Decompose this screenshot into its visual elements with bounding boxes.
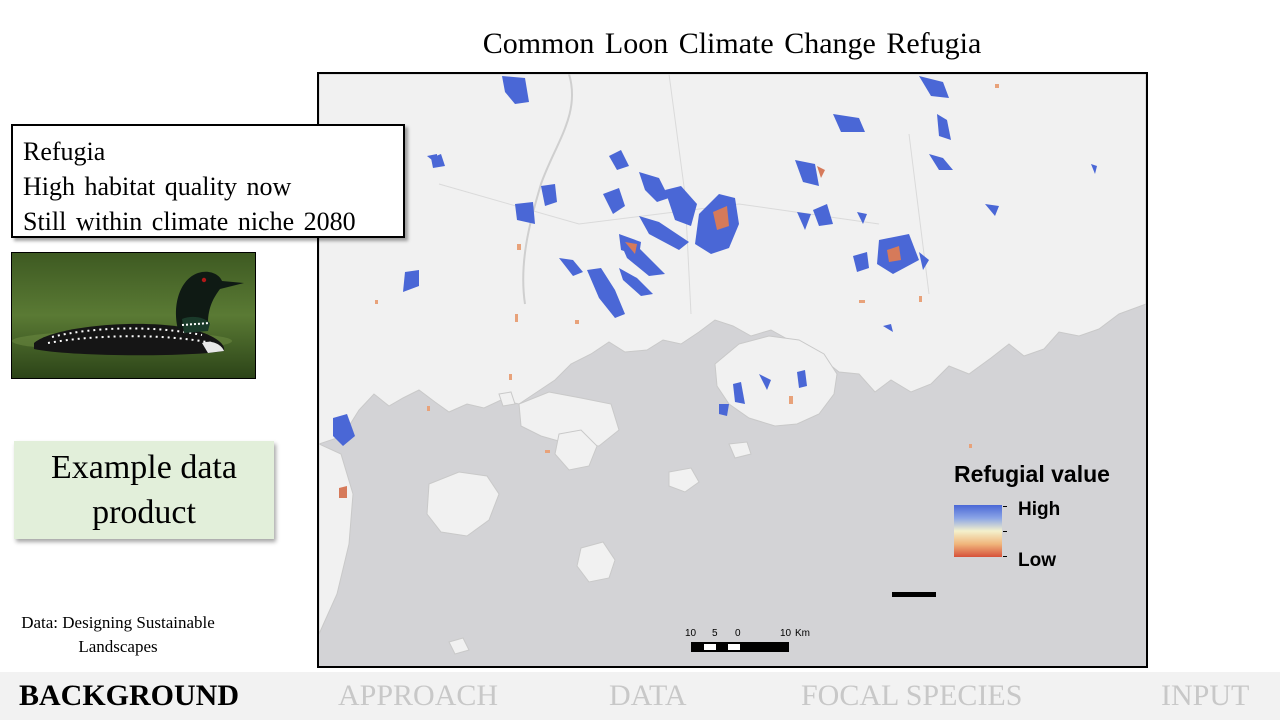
island-west [518,391,620,447]
legend-title: Refugial value [954,461,1110,487]
refugia-definition-box: Refugia High habitat quality now Still w… [11,124,405,238]
refugia-map[interactable]: Refugial value High Low 10 5 0 10 Km [317,72,1148,668]
callout-line-2: High habitat quality now [23,172,292,201]
map-legend: Refugial value High Low [951,459,1141,579]
west-coast [319,443,354,635]
scale-bar-graphic [691,642,789,652]
island-s6 [498,391,516,407]
river [522,74,574,305]
island-sw [554,429,598,471]
common-loon-photo [11,252,256,379]
legend-color-ramp [954,505,1002,557]
refugia-patches-high [333,76,1097,446]
nav-tab-data[interactable]: DATA [609,679,687,712]
nav-tab-input[interactable]: INPUT [1161,679,1250,712]
island-s2 [576,541,616,583]
legend-tick-high [1003,506,1007,507]
example-data-product-label: Example data product [14,441,274,539]
example-label-text: Example data product [51,449,237,531]
page-title: Common Loon Climate Change Refugia [482,27,982,60]
island-s5 [448,637,470,655]
scale-label-5: 5 [712,628,718,639]
legend-tick-mid [1003,531,1007,532]
island-s4 [728,441,752,459]
island-south [426,471,500,537]
refugia-specks [375,84,999,453]
refugia-patches-low [339,166,901,498]
data-credit: Data: Designing Sustainable Landscapes [21,613,215,656]
nav-tab-background[interactable]: BACKGROUND [19,679,240,712]
nav-tab-approach[interactable]: APPROACH [338,679,499,712]
scale-label-10-right: 10 [780,628,792,639]
island-large [714,335,838,427]
map-marker-bar [892,592,936,597]
scale-label-10-left: 10 [685,628,697,639]
callout-line-3: Still within climate niche 2080 [23,207,356,236]
scale-bar: 10 5 0 10 Km [685,626,810,656]
island-s3 [668,467,700,493]
scale-unit: Km [795,628,810,639]
legend-low-label: Low [1018,550,1056,571]
scale-label-0: 0 [735,628,741,639]
map-basemap [319,74,1146,655]
nav-tab-focal-species[interactable]: FOCAL SPECIES [801,679,1023,712]
legend-tick-low [1003,556,1007,557]
callout-line-1: Refugia [23,137,106,166]
section-nav-bar: BACKGROUND APPROACH DATA FOCAL SPECIES I… [0,672,1280,720]
legend-high-label: High [1018,499,1061,520]
